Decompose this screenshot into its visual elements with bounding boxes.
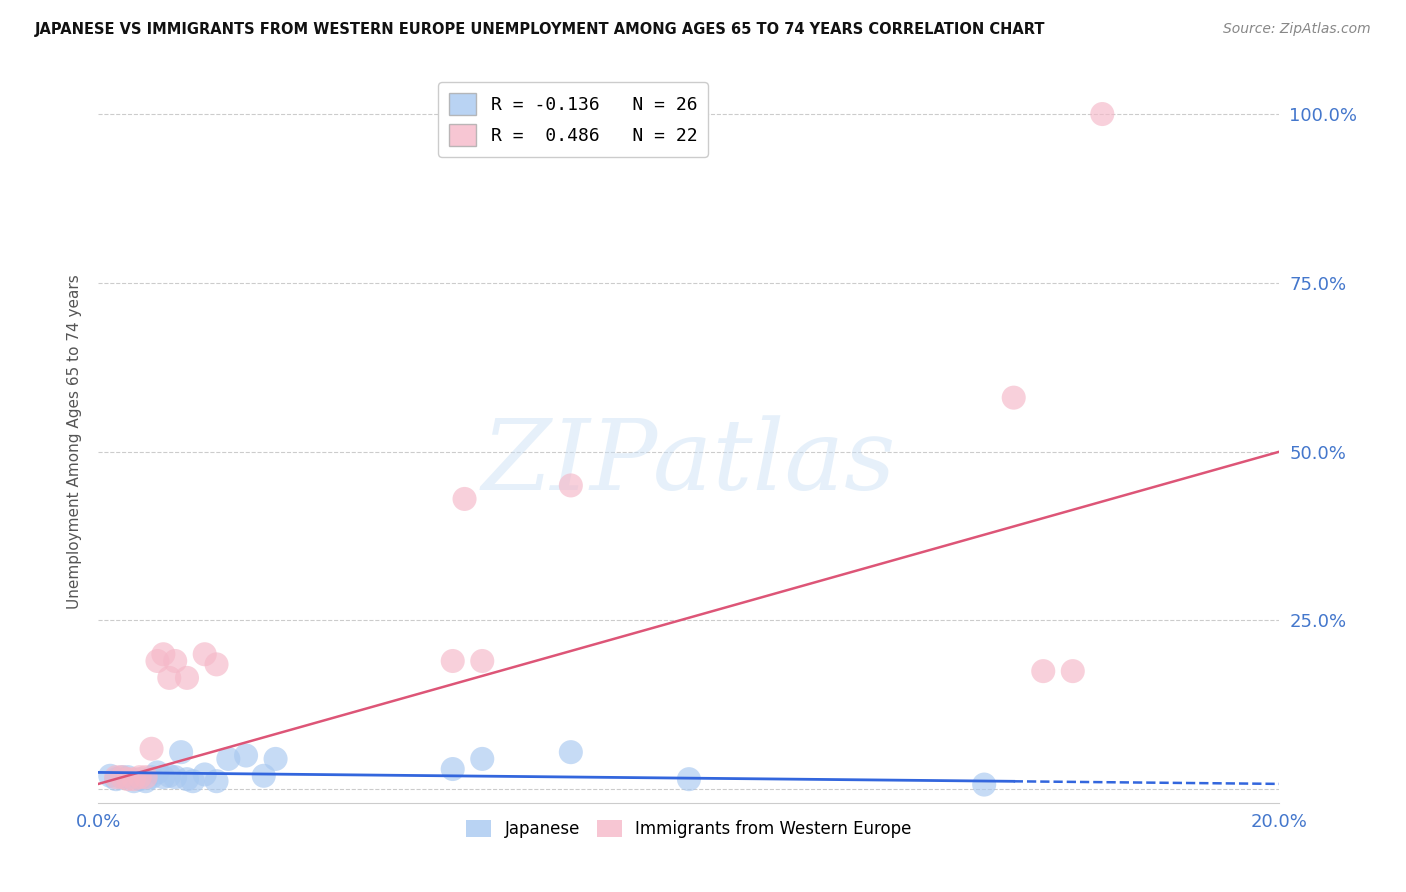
Point (146, 654, 169, 668)
Point (141, 770, 163, 784)
Legend: Japanese, Immigrants from Western Europe: Japanese, Immigrants from Western Europe (460, 814, 918, 845)
Point (170, 745, 193, 759)
Point (122, 772, 145, 787)
Point (111, 770, 134, 784)
Point (181, 774, 204, 789)
Point (165, 770, 187, 784)
Point (1002, 391, 1025, 405)
Point (253, 769, 276, 783)
Point (152, 770, 174, 784)
Point (1062, 664, 1084, 678)
Point (471, 752, 494, 766)
Point (264, 752, 287, 766)
Point (165, 654, 187, 668)
Point (146, 765, 169, 780)
Point (117, 770, 139, 784)
Point (560, 745, 582, 759)
Point (205, 774, 228, 789)
Point (105, 770, 128, 784)
Point (176, 772, 198, 787)
Point (235, 748, 257, 763)
Point (194, 647, 217, 661)
Point (441, 654, 464, 668)
Point (471, 654, 494, 668)
Point (135, 774, 157, 789)
Point (117, 772, 139, 787)
Point (176, 671, 198, 685)
Point (194, 767, 217, 781)
Point (98, 769, 121, 783)
Text: JAPANESE VS IMMIGRANTS FROM WESTERN EUROPE UNEMPLOYMENT AMONG AGES 65 TO 74 YEAR: JAPANESE VS IMMIGRANTS FROM WESTERN EURO… (35, 22, 1046, 37)
Point (560, 478, 582, 492)
Point (105, 772, 128, 787)
Point (128, 772, 150, 787)
Point (111, 770, 134, 784)
Point (453, 491, 475, 506)
Point (205, 657, 228, 672)
Point (128, 770, 150, 784)
Point (1091, 107, 1114, 121)
Point (157, 769, 180, 783)
Point (217, 752, 239, 766)
Text: ZIPatlas: ZIPatlas (482, 416, 896, 511)
Text: Source: ZipAtlas.com: Source: ZipAtlas.com (1223, 22, 1371, 37)
Point (1032, 664, 1054, 678)
Point (678, 772, 700, 787)
Y-axis label: Unemployment Among Ages 65 to 74 years: Unemployment Among Ages 65 to 74 years (66, 274, 82, 609)
Point (135, 770, 157, 784)
Point (152, 647, 174, 661)
Point (157, 671, 180, 685)
Point (441, 762, 464, 776)
Point (973, 778, 995, 792)
Point (122, 774, 145, 789)
Point (141, 741, 163, 756)
